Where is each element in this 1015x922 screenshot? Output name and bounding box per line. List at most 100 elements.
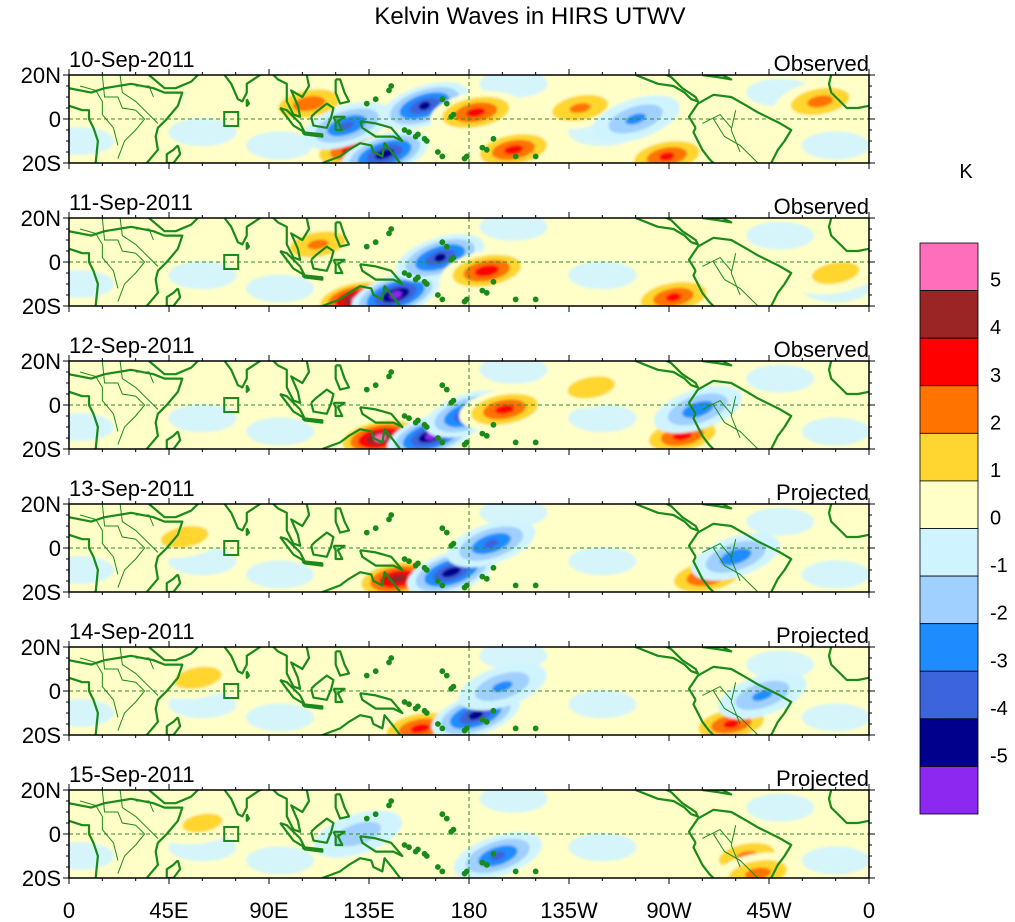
country-border [702, 399, 732, 415]
lon-label: 45E [149, 898, 188, 922]
coastline [165, 287, 182, 306]
island [490, 850, 497, 857]
anomaly-contour [246, 560, 315, 589]
region-box [223, 254, 240, 270]
country-border [101, 647, 146, 731]
country-border [730, 539, 741, 582]
coastline [359, 692, 404, 715]
anomaly-contour [441, 567, 461, 578]
country-border [135, 657, 154, 670]
anomaly-field [69, 75, 869, 163]
island [490, 135, 497, 142]
island [443, 100, 450, 107]
country-border [135, 85, 154, 98]
anomaly-contour [368, 790, 437, 818]
lat-label: 0 [49, 536, 61, 561]
region-box [223, 683, 240, 699]
anomaly-contour [375, 149, 395, 160]
island [372, 525, 379, 532]
island [443, 815, 450, 822]
island [439, 96, 446, 103]
country-border [730, 253, 741, 296]
island [479, 144, 486, 151]
coastline [245, 813, 251, 822]
country-border [702, 685, 732, 701]
coastline [635, 361, 699, 389]
country-border [79, 800, 119, 861]
coastline [222, 361, 263, 389]
island [512, 153, 519, 160]
anomaly-contour [801, 846, 869, 875]
island [423, 710, 430, 716]
country-border [101, 218, 146, 302]
island [386, 373, 392, 380]
island [483, 289, 490, 296]
country-borders [79, 218, 759, 306]
island [386, 802, 392, 809]
coastline [310, 674, 335, 701]
island [532, 868, 539, 875]
anomaly-field [69, 361, 869, 449]
panel-status: Projected [776, 623, 869, 648]
colorbar-level: -5 [990, 745, 1008, 767]
island [483, 432, 490, 439]
island [512, 582, 519, 589]
island [372, 382, 379, 389]
coastline [310, 102, 335, 129]
lat-label: 20N [21, 778, 61, 803]
panel-date: 13-Sep-2011 [69, 476, 195, 501]
anomaly-contour [723, 719, 739, 729]
country-border [79, 514, 119, 575]
anomaly-contour [479, 504, 548, 527]
island [434, 149, 441, 155]
island [463, 153, 470, 160]
colorbar-swatch [919, 575, 979, 625]
colorbar-swatch [919, 623, 979, 672]
anomaly-contour [434, 253, 446, 262]
island [414, 417, 421, 424]
coastline [321, 857, 401, 878]
lon-label: 90W [646, 898, 691, 922]
coastline [245, 241, 251, 250]
coastline [321, 142, 401, 163]
panel-status: Projected [776, 480, 869, 505]
colorbar-swatch [919, 432, 979, 482]
coastline [827, 218, 869, 253]
map-panel: 20N 0 20S 14-Sep-2011 Projected [21, 619, 875, 748]
island [483, 861, 490, 868]
coastlines [69, 361, 869, 449]
country-border [135, 800, 154, 813]
coastline [687, 93, 793, 163]
island [443, 672, 450, 679]
colorbar-level: 5 [990, 270, 1001, 292]
island [401, 699, 408, 705]
island [434, 721, 441, 727]
colorbar-level: -1 [990, 555, 1008, 577]
lat-label: 20N [21, 63, 61, 88]
anomaly-field [69, 647, 869, 735]
coastline [222, 75, 263, 103]
colorbar-level: -4 [990, 698, 1008, 720]
coastline [301, 703, 324, 710]
anomaly-contour [368, 504, 437, 532]
coastline [245, 527, 251, 536]
coastline [321, 571, 401, 592]
map-panel: 20N 0 20S 11-Sep-2011 Observed [21, 190, 875, 319]
lon-label: 180 [451, 898, 488, 922]
coastline [332, 687, 346, 704]
anomaly-contour [483, 539, 499, 549]
colorbar-swatch [919, 670, 979, 720]
coastline [310, 388, 335, 415]
anomaly-contour [69, 556, 115, 584]
country-border [119, 504, 159, 553]
coastline [692, 413, 715, 449]
island [532, 153, 539, 160]
anomaly-contour [410, 723, 430, 733]
coastline [271, 75, 311, 118]
island [450, 254, 457, 261]
island [439, 725, 446, 732]
anomaly-contour [69, 127, 115, 155]
country-borders [79, 790, 759, 878]
anomaly-contour [568, 261, 637, 290]
